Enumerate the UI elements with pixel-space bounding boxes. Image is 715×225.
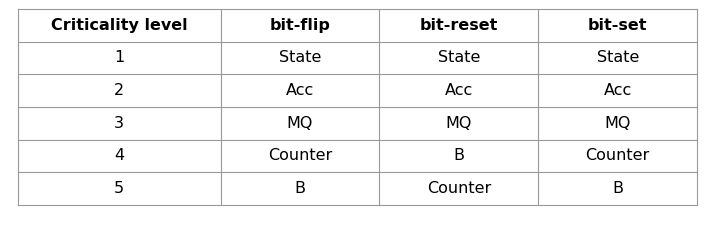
Text: Acc: Acc <box>445 83 473 98</box>
Text: bit-flip: bit-flip <box>270 18 330 33</box>
Text: Acc: Acc <box>286 83 314 98</box>
Text: MQ: MQ <box>604 116 631 131</box>
Text: 5: 5 <box>114 181 124 196</box>
Text: 4: 4 <box>114 148 124 163</box>
Text: Criticality level: Criticality level <box>51 18 187 33</box>
Text: Acc: Acc <box>603 83 632 98</box>
Text: MQ: MQ <box>445 116 472 131</box>
Text: 3: 3 <box>114 116 124 131</box>
Text: Counter: Counter <box>586 148 650 163</box>
Text: Counter: Counter <box>427 181 491 196</box>
Text: B: B <box>612 181 623 196</box>
Text: MQ: MQ <box>287 116 313 131</box>
Text: State: State <box>596 50 639 65</box>
Text: bit-reset: bit-reset <box>420 18 498 33</box>
Text: bit-set: bit-set <box>588 18 648 33</box>
Text: B: B <box>295 181 305 196</box>
Text: Counter: Counter <box>268 148 332 163</box>
Text: State: State <box>438 50 480 65</box>
Text: B: B <box>453 148 464 163</box>
Text: State: State <box>279 50 321 65</box>
Text: 2: 2 <box>114 83 124 98</box>
Text: 1: 1 <box>114 50 124 65</box>
